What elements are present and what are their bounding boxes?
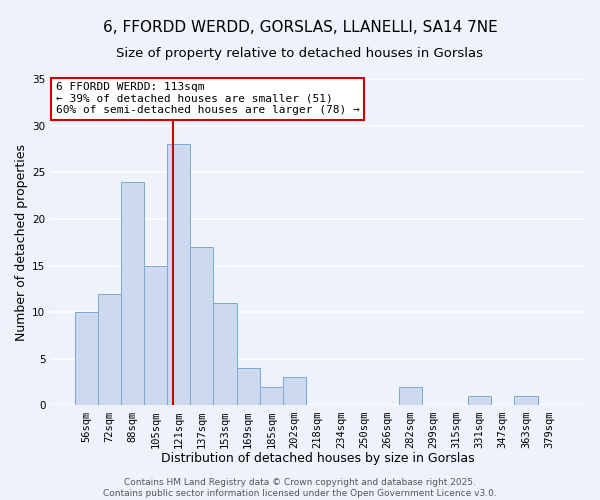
Bar bbox=[514, 396, 538, 406]
Bar bbox=[398, 387, 422, 406]
Bar bbox=[74, 312, 98, 406]
Text: Size of property relative to detached houses in Gorslas: Size of property relative to detached ho… bbox=[116, 48, 484, 60]
Bar bbox=[468, 396, 491, 406]
Y-axis label: Number of detached properties: Number of detached properties bbox=[15, 144, 28, 340]
Bar bbox=[283, 378, 306, 406]
Bar bbox=[167, 144, 190, 406]
Bar bbox=[190, 247, 214, 406]
Text: 6, FFORDD WERDD, GORSLAS, LLANELLI, SA14 7NE: 6, FFORDD WERDD, GORSLAS, LLANELLI, SA14… bbox=[103, 20, 497, 35]
Bar bbox=[236, 368, 260, 406]
Bar bbox=[144, 266, 167, 406]
Text: 6 FFORDD WERDD: 113sqm
← 39% of detached houses are smaller (51)
60% of semi-det: 6 FFORDD WERDD: 113sqm ← 39% of detached… bbox=[56, 82, 359, 116]
Text: Contains HM Land Registry data © Crown copyright and database right 2025.
Contai: Contains HM Land Registry data © Crown c… bbox=[103, 478, 497, 498]
Bar bbox=[98, 294, 121, 406]
Bar bbox=[121, 182, 144, 406]
X-axis label: Distribution of detached houses by size in Gorslas: Distribution of detached houses by size … bbox=[161, 452, 475, 465]
Bar bbox=[260, 387, 283, 406]
Bar bbox=[214, 303, 236, 406]
